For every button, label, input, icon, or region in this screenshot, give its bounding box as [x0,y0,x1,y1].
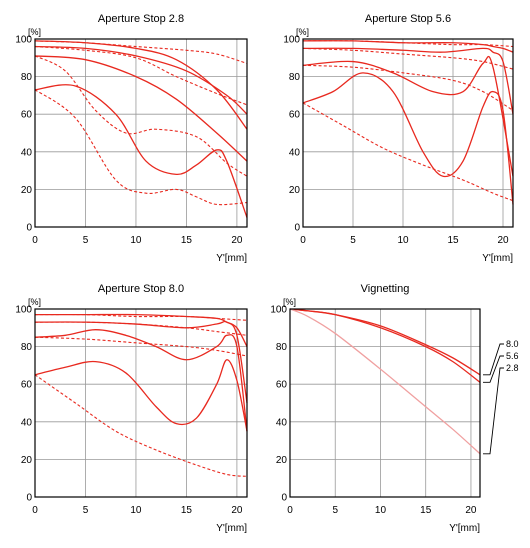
y-tick-label: 0 [281,493,287,504]
x-axis-label: Y'[mm] [216,523,247,534]
series-line-5 [34,329,248,432]
x-axis-label: Y'[mm] [482,253,513,264]
x-tick-label: 5 [350,235,356,246]
y-axis-label: [%] [283,297,296,307]
y-axis-label: [%] [296,27,309,37]
chart-panel-1: Aperture Stop 2.8 0 20 40 60 80 100 0 5 10 15 20 [%]… [15,13,248,264]
legend-label: 2.8 [506,363,519,373]
chart-title: Aperture Stop 5.6 [365,13,451,25]
series-line-3 [302,47,514,115]
y-tick-label: 20 [21,455,33,466]
y-tick-label: 0 [26,223,32,234]
series-line-2 [34,40,248,64]
x-tick-label: 15 [447,235,459,246]
y-tick-label: 60 [21,110,33,121]
x-tick-label: 5 [332,505,338,516]
y-tick-label: 0 [294,223,300,234]
x-tick-label: 0 [32,505,38,516]
series-line-4 [34,321,248,336]
series-line-7 [34,359,248,432]
x-tick-label: 20 [497,235,509,246]
series-line-6 [34,55,248,177]
x-tick-label: 20 [231,235,243,246]
series-line-8 [34,374,248,477]
series-line-5 [302,56,514,177]
y-tick-label: 20 [289,185,301,196]
x-tick-label: 10 [130,235,142,246]
y-tick-label: 60 [276,380,288,391]
y-tick-label: 100 [283,35,300,46]
x-axis-label: Y'[mm] [216,253,247,264]
x-tick-label: 0 [287,505,293,516]
y-tick-label: 100 [15,305,32,316]
x-tick-label: 10 [130,505,142,516]
y-tick-label: 80 [21,72,33,83]
series-line-6 [34,336,248,357]
chart-panel-2: Aperture Stop 5.6 0 20 40 60 80 100 0 5 10 15 20 [%]… [283,13,514,264]
y-axis-label: [%] [28,297,41,307]
series-line-3 [289,308,481,455]
x-tick-label: 10 [375,505,387,516]
series-line-3 [34,320,248,404]
x-tick-label: 15 [420,505,432,516]
chart-panel-3: Aperture Stop 8.0 0 20 40 60 80 100 0 5 10 15 20 [%]… [15,283,248,534]
y-tick-label: 40 [21,417,33,428]
legend-leader-line [483,355,504,383]
y-tick-label: 80 [21,342,33,353]
x-tick-label: 15 [181,235,193,246]
x-tick-label: 15 [181,505,193,516]
series-line-4 [302,47,514,70]
y-tick-label: 40 [21,147,33,158]
plot-frame [34,308,248,498]
y-tick-label: 60 [289,110,301,121]
plot-frame [302,38,514,228]
plot-frame [34,38,248,228]
series-line-6 [302,64,514,111]
series-line-7 [34,84,248,218]
plot-frame [289,308,481,498]
x-tick-label: 5 [83,505,89,516]
x-axis-label: Y'[mm] [449,523,480,534]
legend-leader-line [483,367,504,455]
series-line-5 [34,55,248,162]
series-line-3 [34,45,248,115]
y-tick-label: 80 [289,72,301,83]
series-line-8 [302,102,514,202]
x-tick-label: 20 [231,505,243,516]
legend-leader-line [483,343,504,376]
series-line-4 [34,45,248,106]
x-tick-label: 5 [83,235,89,246]
y-tick-label: 100 [15,35,32,46]
x-tick-label: 20 [465,505,477,516]
y-tick-label: 80 [276,342,288,353]
legend-label: 5.6 [506,351,519,361]
x-tick-label: 0 [32,235,38,246]
y-tick-label: 20 [276,455,288,466]
x-tick-label: 10 [397,235,409,246]
x-tick-label: 0 [300,235,306,246]
y-tick-label: 0 [26,493,32,504]
y-tick-label: 60 [21,380,33,391]
series-line-7 [302,72,514,205]
series-line-2 [289,308,481,383]
series-line-2 [34,313,248,321]
legend-label: 8.0 [506,339,519,349]
series-line-8 [34,89,248,206]
series-line-2 [302,40,514,48]
y-tick-label: 20 [21,185,33,196]
y-tick-label: 40 [289,147,301,158]
chart-title: Vignetting [361,283,410,295]
chart-title: Aperture Stop 2.8 [98,13,184,25]
y-tick-label: 40 [276,417,288,428]
series-line-1 [289,308,481,376]
series-line-1 [34,313,248,347]
y-tick-label: 100 [270,305,287,316]
chart-title: Aperture Stop 8.0 [98,283,184,295]
series-line-1 [34,40,248,130]
y-axis-label: [%] [28,27,41,37]
chart-panel-4: Vignetting 0 20 40 60 80 100 0 5 10 15 20 [%] Y'[mm] 8… [270,283,518,534]
